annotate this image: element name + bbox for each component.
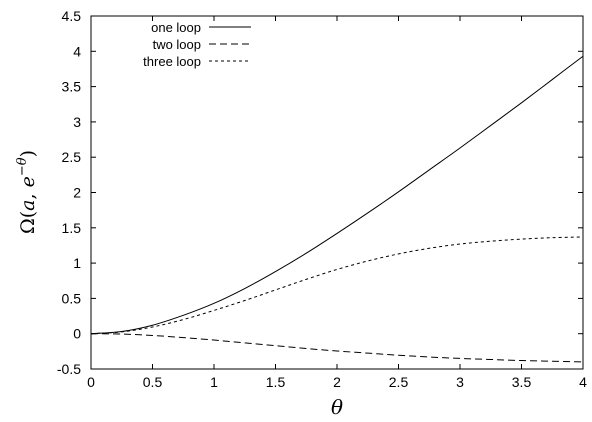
series-line-two-loop (90, 333, 584, 363)
x-tick-label: 1 (210, 374, 218, 390)
y-tick-label: 2 (73, 185, 81, 201)
y-label-omega: Ω (17, 218, 39, 234)
y-label-close: ) (17, 150, 39, 157)
x-tick-label: 3 (456, 374, 464, 390)
y-label-comma: , (17, 187, 39, 199)
x-tick-label: 1.5 (266, 374, 286, 390)
x-tick-label: 2 (333, 374, 341, 390)
y-tick-label: 4.5 (62, 8, 82, 24)
y-tick-label: 0.5 (62, 290, 82, 306)
y-tick-label: -0.5 (57, 361, 81, 377)
x-ticks: 0 0.5 1 1.5 2 2.5 3 3.5 4 (87, 16, 587, 390)
y-tick-label: 3.5 (62, 79, 82, 95)
series-layer (90, 55, 584, 363)
legend-label: three loop (143, 54, 201, 69)
y-tick-label: 1 (73, 255, 81, 271)
legend-label: one loop (151, 20, 201, 35)
y-label-exponent: −θ (15, 157, 30, 176)
y-tick-label: 3 (73, 114, 81, 130)
y-tick-label: 4 (73, 43, 81, 59)
y-tick-label: 1.5 (62, 220, 82, 236)
y-axis-label: Ω(a, e−θ) (15, 150, 39, 234)
x-tick-label: 0.5 (143, 374, 163, 390)
x-tick-label: 4 (579, 374, 587, 390)
legend: one loop two loop three loop (143, 20, 251, 69)
y-label-e: e (17, 176, 39, 187)
y-label-a: a (17, 199, 39, 210)
y-tick-label: 0 (73, 326, 81, 342)
y-label-open: ( (17, 211, 39, 218)
x-tick-label: 3.5 (512, 374, 532, 390)
y-ticks: -0.5 0 0.5 1 1.5 2 2.5 3 3.5 4 4.5 (57, 8, 583, 377)
y-tick-label: 2.5 (62, 149, 82, 165)
x-tick-label: 2.5 (389, 374, 409, 390)
series-line-three-loop (90, 236, 584, 335)
x-tick-label: 0 (87, 374, 95, 390)
legend-label: two loop (153, 37, 201, 52)
x-axis-label: θ (331, 395, 343, 419)
series-line-one-loop (90, 55, 584, 335)
